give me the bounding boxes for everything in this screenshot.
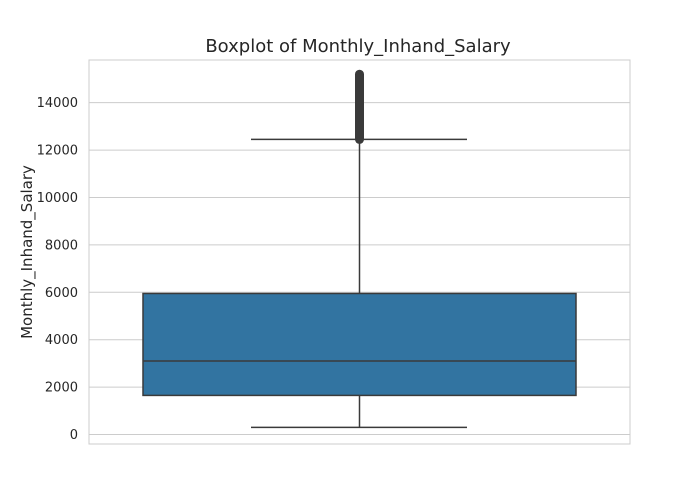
y-tick-label: 14000	[37, 96, 78, 111]
y-tick-label: 0	[70, 428, 78, 443]
y-tick-label: 12000	[37, 144, 78, 159]
y-tick-label: 6000	[45, 286, 78, 301]
y-tick-label: 2000	[45, 381, 78, 396]
y-tick-label: 4000	[45, 333, 78, 348]
y-tick-label: 10000	[37, 191, 78, 206]
y-tick-labels: 0 2000 4000 6000 8000 10000 12000 14000	[37, 96, 78, 443]
y-axis-label: Monthly_Inhand_Salary	[18, 165, 37, 339]
interquartile-box	[142, 292, 577, 397]
box-group	[142, 69, 577, 429]
chart-title: Boxplot of Monthly_Inhand_Salary	[205, 36, 511, 57]
y-tick-label: 8000	[45, 238, 78, 253]
